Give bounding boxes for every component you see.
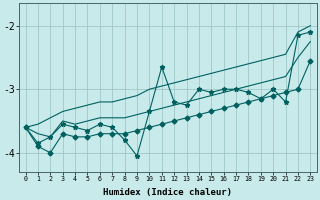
- X-axis label: Humidex (Indice chaleur): Humidex (Indice chaleur): [103, 188, 232, 197]
